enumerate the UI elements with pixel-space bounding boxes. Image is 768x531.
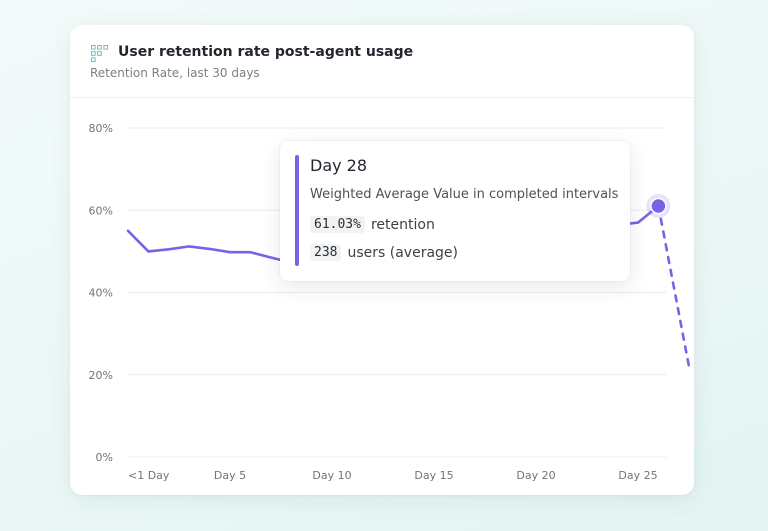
tooltip-retention-value: 61.03%	[310, 216, 365, 233]
tooltip-users-row: 238 users (average)	[310, 244, 458, 261]
data-tooltip: Day 28 Weighted Average Value in complet…	[280, 141, 630, 281]
y-tick-label: 20%	[89, 369, 113, 382]
x-tick-label: Day 25	[618, 469, 657, 482]
tooltip-day: Day 28	[310, 156, 368, 175]
highlight-point	[650, 197, 667, 215]
chart-subtitle: Retention Rate, last 30 days	[90, 66, 260, 80]
y-tick-label: 0%	[96, 451, 113, 464]
y-tick-label: 40%	[89, 287, 113, 300]
series-incomplete-line	[657, 204, 691, 368]
tooltip-users-value: 238	[310, 244, 342, 261]
chart-title: User retention rate post-agent usage	[118, 44, 414, 60]
grid-dots-icon	[91, 45, 108, 62]
tooltip-users-label: users (average)	[347, 244, 459, 261]
x-tick-label: Day 10	[312, 469, 351, 482]
card-header: User retention rate post-agent usage Ret…	[70, 25, 694, 98]
y-tick-label: 60%	[89, 204, 113, 217]
x-tick-label: Day 15	[414, 469, 453, 482]
x-tick-label: <1 Day	[128, 469, 170, 482]
y-axis-ticks: 0% 20% 40% 60% 80%	[89, 122, 113, 464]
tooltip-retention-label: retention	[370, 216, 435, 233]
tooltip-description: Weighted Average Value in completed inte…	[310, 187, 619, 202]
x-axis-ticks: <1 Day Day 5 Day 10 Day 15 Day 20 Day 25	[128, 469, 658, 482]
tooltip-retention-row: 61.03% retention	[310, 216, 435, 233]
x-tick-label: Day 20	[516, 469, 555, 482]
y-tick-label: 80%	[89, 122, 113, 135]
tooltip-series-bar	[295, 155, 299, 266]
x-tick-label: Day 5	[214, 469, 246, 482]
